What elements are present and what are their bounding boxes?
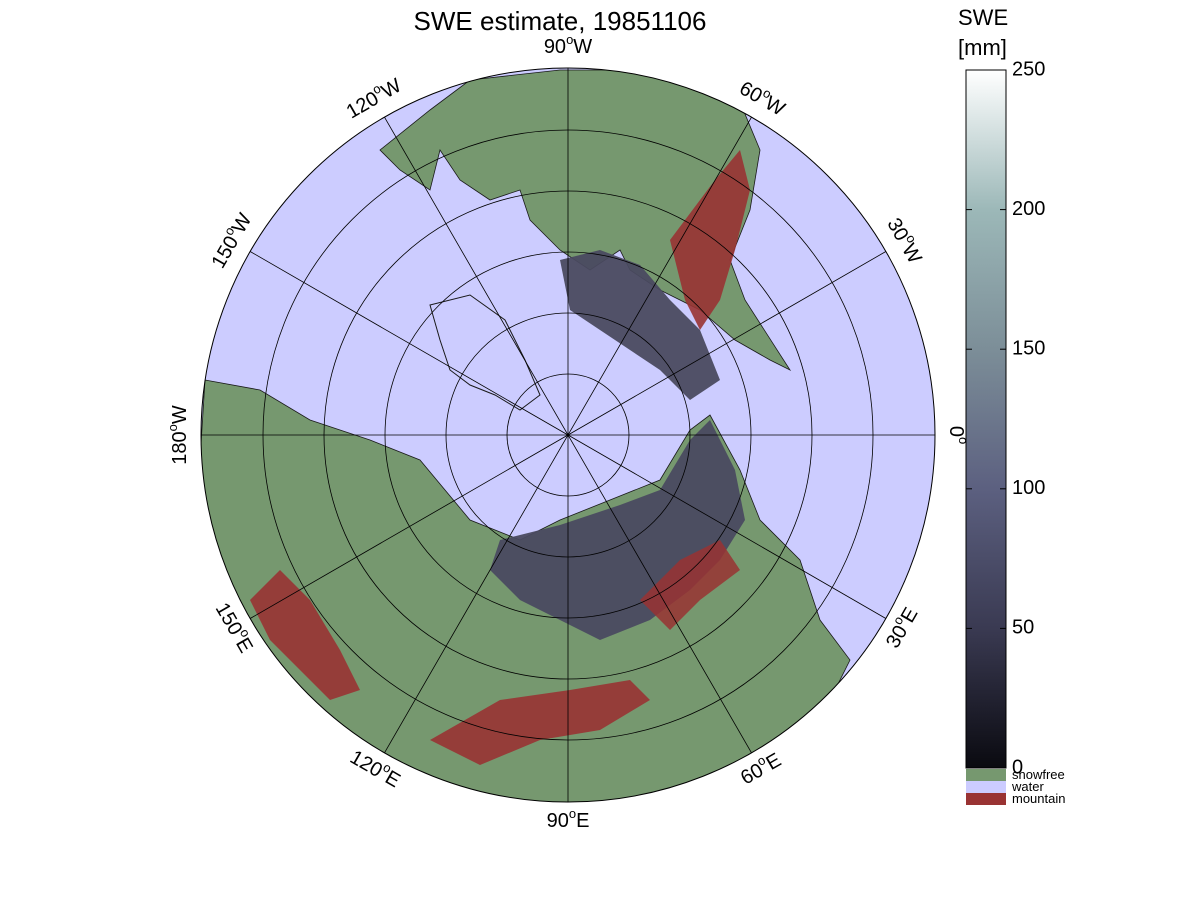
colorbar-tick-label: 100 bbox=[1012, 477, 1045, 499]
globe-outline bbox=[200, 67, 936, 803]
colorbar-tick-label: 150 bbox=[1012, 337, 1045, 359]
graticule bbox=[201, 68, 935, 802]
mountain-rockies bbox=[670, 150, 750, 330]
meridian-line bbox=[249, 251, 887, 619]
longitude-label-lon-0: 0o bbox=[945, 426, 971, 444]
colorbar: SWE [mm] 0 50 100 150 200 250 snowfreewatermo… bbox=[958, 5, 1065, 806]
longitude-suffix: W bbox=[169, 405, 191, 424]
longitude-value: 90 bbox=[544, 36, 566, 58]
colorbar-tick-label: 50 bbox=[1012, 617, 1034, 639]
colorbar-title-line1: SWE bbox=[958, 5, 1008, 30]
colorbar-tick-label: 200 bbox=[1012, 198, 1045, 220]
category-label-mountain: mountain bbox=[1012, 791, 1065, 806]
degree-symbol: o bbox=[566, 32, 573, 47]
map-title: SWE estimate, 19851106 bbox=[414, 6, 707, 36]
longitude-value: 150 bbox=[208, 233, 244, 273]
category-swatch-snowfree bbox=[966, 769, 1006, 781]
longitude-label-lon-180w: 180oW bbox=[165, 405, 191, 465]
degree-symbol: o bbox=[165, 424, 180, 431]
longitude-suffix: E bbox=[231, 634, 257, 657]
colorbar-ticks: 0 50 100 150 200 250 bbox=[966, 58, 1045, 778]
longitude-label-lon-90w: 90oW bbox=[544, 32, 592, 58]
category-label-water: water bbox=[1011, 779, 1044, 794]
longitude-value: 60 bbox=[735, 78, 765, 108]
colorbar-tick-label: 0 bbox=[1012, 756, 1023, 778]
colorbar-title-line2: [mm] bbox=[958, 35, 1007, 60]
colorbar-gradient bbox=[965, 69, 1007, 769]
mountain-east-siberia bbox=[640, 540, 740, 630]
degree-symbol: o bbox=[569, 806, 576, 821]
longitude-suffix: W bbox=[378, 75, 405, 104]
longitude-suffix: W bbox=[573, 36, 592, 58]
category-swatch-water bbox=[966, 781, 1006, 793]
longitude-value: 120 bbox=[346, 747, 386, 783]
land-greenland bbox=[429, 294, 541, 411]
longitude-value: 90 bbox=[547, 810, 569, 832]
longitude-suffix: E bbox=[763, 749, 786, 775]
degree-symbol: o bbox=[956, 437, 971, 444]
category-swatch-mountain bbox=[966, 793, 1006, 805]
longitude-value: 30 bbox=[882, 622, 912, 652]
longitude-value: 180 bbox=[169, 431, 191, 464]
longitude-suffix: E bbox=[576, 810, 589, 832]
longitude-value: 0 bbox=[945, 426, 967, 437]
longitude-suffix: W bbox=[897, 240, 926, 267]
colorbar-tick-label: 250 bbox=[1012, 58, 1045, 80]
polar-map bbox=[200, 67, 936, 803]
snow-cover-canada bbox=[560, 250, 720, 400]
mountain-himalaya bbox=[430, 680, 650, 765]
category-label-snowfree: snowfree bbox=[1012, 767, 1065, 782]
longitude-label-lon-90e: 90oE bbox=[547, 806, 590, 832]
